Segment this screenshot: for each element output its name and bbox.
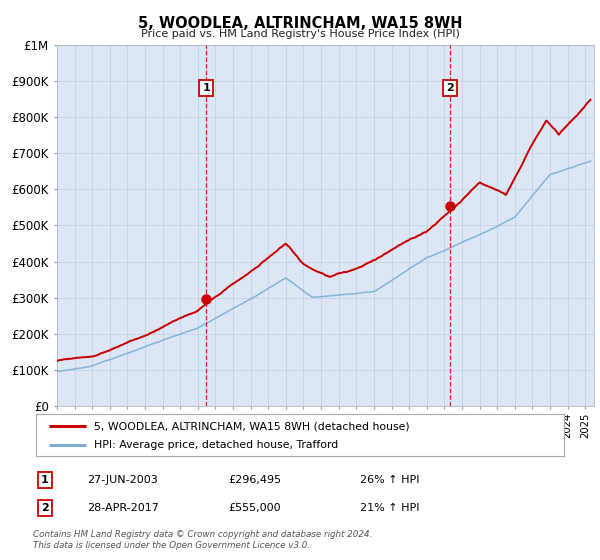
Text: 26% ↑ HPI: 26% ↑ HPI — [360, 475, 419, 485]
Text: 2: 2 — [41, 503, 49, 513]
Text: HPI: Average price, detached house, Trafford: HPI: Average price, detached house, Traf… — [94, 440, 338, 450]
Text: 5, WOODLEA, ALTRINCHAM, WA15 8WH: 5, WOODLEA, ALTRINCHAM, WA15 8WH — [138, 16, 462, 31]
Text: This data is licensed under the Open Government Licence v3.0.: This data is licensed under the Open Gov… — [33, 541, 310, 550]
Text: Contains HM Land Registry data © Crown copyright and database right 2024.: Contains HM Land Registry data © Crown c… — [33, 530, 373, 539]
Text: 21% ↑ HPI: 21% ↑ HPI — [360, 503, 419, 513]
Text: £555,000: £555,000 — [228, 503, 281, 513]
Text: 27-JUN-2003: 27-JUN-2003 — [87, 475, 158, 485]
Text: Price paid vs. HM Land Registry's House Price Index (HPI): Price paid vs. HM Land Registry's House … — [140, 29, 460, 39]
Text: 5, WOODLEA, ALTRINCHAM, WA15 8WH (detached house): 5, WOODLEA, ALTRINCHAM, WA15 8WH (detach… — [94, 421, 410, 431]
Text: 2: 2 — [446, 83, 454, 93]
Text: 1: 1 — [203, 83, 211, 93]
Text: £296,495: £296,495 — [228, 475, 281, 485]
Text: 28-APR-2017: 28-APR-2017 — [87, 503, 159, 513]
Text: 1: 1 — [41, 475, 49, 485]
